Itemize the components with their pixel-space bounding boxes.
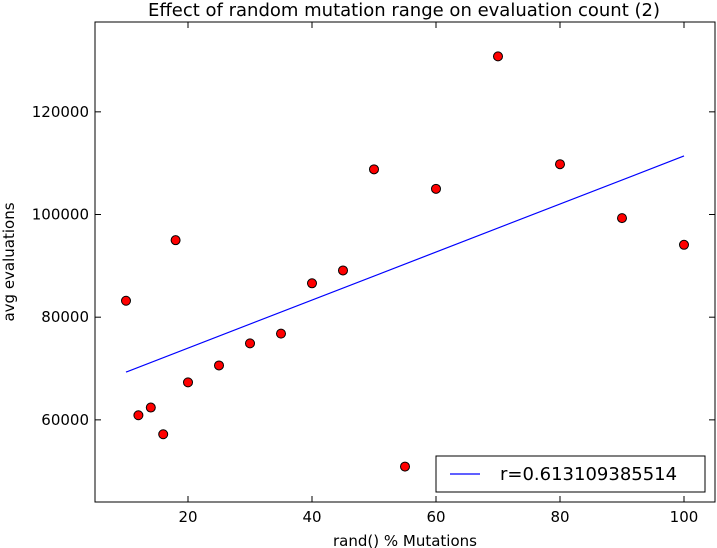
plot-frame xyxy=(94,21,716,503)
data-point xyxy=(338,265,348,276)
data-point xyxy=(214,360,224,371)
data-point xyxy=(617,213,627,224)
y-tick-label: 60000 xyxy=(41,411,89,429)
legend-box xyxy=(435,455,706,493)
y-tick-label: 100000 xyxy=(32,206,89,224)
axis-ticks: 20 40 60 80 100 60000 80000 100000 120000 xyxy=(32,22,715,526)
data-point xyxy=(493,51,503,62)
data-point xyxy=(158,429,169,440)
data-point xyxy=(400,461,410,472)
x-tick-label: 60 xyxy=(426,508,445,526)
data-point xyxy=(145,402,156,413)
data-point xyxy=(170,235,181,246)
data-point xyxy=(245,338,255,349)
regression-line xyxy=(125,155,685,373)
data-point xyxy=(307,278,317,289)
data-point xyxy=(183,377,193,388)
data-point xyxy=(555,159,565,170)
x-tick-label: 100 xyxy=(670,508,699,526)
data-points xyxy=(121,51,689,472)
legend-entry-label: r=0.613109385514 xyxy=(500,464,677,485)
x-tick-label: 20 xyxy=(178,508,197,526)
x-tick-label: 80 xyxy=(550,508,569,526)
data-point xyxy=(121,295,131,306)
data-point xyxy=(431,183,441,194)
y-axis-label: avg evaluations xyxy=(0,202,18,321)
y-tick-label: 80000 xyxy=(41,308,89,326)
data-point xyxy=(679,239,689,250)
x-axis-label: rand() % Mutations xyxy=(333,532,477,548)
y-tick-label: 120000 xyxy=(32,103,89,121)
x-tick-label: 40 xyxy=(302,508,321,526)
data-point xyxy=(133,410,144,421)
chart-title: Effect of random mutation range on evalu… xyxy=(148,0,660,21)
fit-line xyxy=(125,155,685,373)
data-point xyxy=(276,328,286,339)
data-point xyxy=(369,164,379,175)
legend: r=0.613109385514 xyxy=(435,455,706,493)
